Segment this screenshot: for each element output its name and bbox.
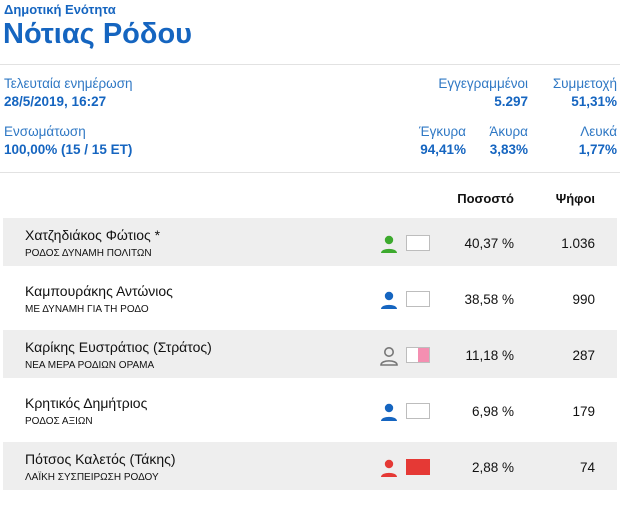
stats-divider [0, 172, 620, 173]
candidate-name: Χατζηδιάκος Φώτιος * [25, 227, 161, 243]
turnout-value: 51,31% [571, 94, 617, 109]
table-row[interactable]: Πότσος Καλετός (Τάκης) ΛΑΪΚΗ ΣΥΣΠΕΙΡΩΣΗ Ρ… [3, 442, 617, 490]
candidate-name: Καρίκης Ευστράτιος (Στράτος) [25, 339, 212, 355]
unit-type-label: Δημοτική Ενότητα [4, 2, 116, 17]
person-icon [381, 235, 397, 253]
candidate-party: ΡΟΔΟΣ ΑΞΙΩΝ [25, 416, 93, 427]
candidate-votes: 179 [572, 404, 595, 419]
party-color-swatch [406, 403, 430, 419]
column-header-percent: Ποσοστό [457, 191, 514, 206]
invalid-label: Άκυρα [489, 124, 528, 139]
integration-label: Ενσωμάτωση [4, 124, 86, 139]
blank-value: 1,77% [578, 142, 617, 157]
party-color-swatch [406, 459, 430, 475]
candidate-party: ΛΑΪΚΗ ΣΥΣΠΕΙΡΩΣΗ ΡΟΔΟΥ [25, 472, 159, 483]
party-color-swatch [406, 235, 430, 251]
last-update-stat: Τελευταία ενημέρωση 28/5/2019, 16:27 [4, 76, 133, 109]
last-update-value: 28/5/2019, 16:27 [4, 94, 107, 109]
candidate-votes: 74 [579, 460, 595, 475]
table-row[interactable]: Καμπουράκης Αντώνιος ΜΕ ΔΥΝΑΜΗ ΓΙΑ ΤΗ ΡΟΔ… [3, 274, 617, 322]
table-row[interactable]: Κρητικός Δημήτριος ΡΟΔΟΣ ΑΞΙΩΝ 6,98 % 179 [3, 386, 617, 434]
invalid-value: 3,83% [489, 142, 528, 157]
candidate-votes: 1.036 [561, 236, 595, 251]
header-divider [0, 64, 620, 65]
candidate-name: Καμπουράκης Αντώνιος [25, 283, 173, 299]
person-icon [381, 291, 397, 309]
valid-stat: Έγκυρα 94,41% [419, 124, 466, 157]
registered-label: Εγγεγραμμένοι [438, 76, 528, 91]
candidate-percent: 38,58 % [464, 292, 514, 307]
integration-stat: Ενσωμάτωση 100,00% (15 / 15 ΕΤ) [4, 124, 132, 157]
candidate-percent: 6,98 % [471, 404, 514, 419]
column-header-votes: Ψήφοι [555, 191, 595, 206]
candidate-party: ΜΕ ΔΥΝΑΜΗ ΓΙΑ ΤΗ ΡΟΔΟ [25, 304, 149, 315]
person-icon [381, 403, 397, 421]
turnout-stat: Συμμετοχή 51,31% [553, 76, 617, 109]
candidate-votes: 287 [572, 348, 595, 363]
invalid-stat: Άκυρα 3,83% [489, 124, 528, 157]
candidate-name: Κρητικός Δημήτριος [25, 395, 148, 411]
party-color-swatch [406, 291, 430, 307]
table-row[interactable]: Καρίκης Ευστράτιος (Στράτος) ΝΕΑ ΜΕΡΑ ΡΟΔ… [3, 330, 617, 378]
candidate-percent: 40,37 % [464, 236, 514, 251]
valid-value: 94,41% [420, 142, 466, 157]
blank-stat: Λευκά 1,77% [579, 124, 617, 157]
last-update-label: Τελευταία ενημέρωση [4, 76, 133, 91]
table-row[interactable]: Χατζηδιάκος Φώτιος * ΡΟΔΟΣ ΔΥΝΑΜΗ ΠΟΛΙΤΩΝ… [3, 218, 617, 266]
candidate-party: ΝΕΑ ΜΕΡΑ ΡΟΔΙΩΝ ΟΡΑΜΑ [25, 360, 155, 371]
candidate-votes: 990 [572, 292, 595, 307]
candidate-name: Πότσος Καλετός (Τάκης) [25, 451, 176, 467]
party-color-swatch [406, 347, 430, 363]
candidate-percent: 2,88 % [471, 460, 514, 475]
candidate-party: ΡΟΔΟΣ ΔΥΝΑΜΗ ΠΟΛΙΤΩΝ [25, 248, 152, 259]
valid-label: Έγκυρα [419, 124, 466, 139]
blank-label: Λευκά [580, 124, 617, 139]
person-icon [380, 347, 398, 366]
integration-value: 100,00% (15 / 15 ΕΤ) [4, 142, 133, 157]
turnout-label: Συμμετοχή [552, 76, 617, 91]
person-icon [381, 459, 397, 477]
registered-stat: Εγγεγραμμένοι 5.297 [438, 76, 528, 109]
page-title: Νότιας Ρόδου [3, 18, 193, 50]
registered-value: 5.297 [494, 94, 528, 109]
candidate-percent: 11,18 % [465, 348, 514, 363]
